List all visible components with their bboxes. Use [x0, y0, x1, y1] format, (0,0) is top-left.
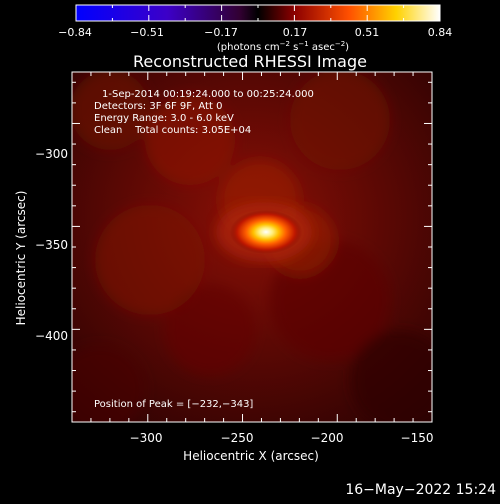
- x-tick-label: −150: [401, 431, 434, 445]
- timestamp: 16−May−2022 15:24: [345, 482, 496, 498]
- colorbar-tick-label: −0.51: [130, 26, 164, 39]
- y-tick-label: −300: [35, 147, 68, 161]
- axis-ticks: [71, 72, 433, 422]
- x-tick-label: −250: [221, 431, 254, 445]
- image-panel: [72, 72, 432, 422]
- x-axis-label: Heliocentric X (arcsec): [183, 449, 319, 463]
- info-line-detectors: Detectors: 3F 6F 9F, Att 0: [94, 101, 222, 112]
- y-tick-label: −350: [35, 238, 68, 252]
- y-tick-label: −400: [35, 329, 68, 343]
- image-texture: [72, 72, 432, 422]
- colorbar-tick-label: 0.17: [283, 26, 308, 39]
- chart-title: Reconstructed RHESSI Image: [133, 52, 367, 71]
- colorbar-unit-label: (photons cm−2 s−1 asec−2): [217, 40, 349, 53]
- info-line-counts: Clean Total counts: 3.05E+04: [94, 125, 251, 136]
- colorbar: −0.84 −0.51 −0.17 0.17 0.51 0.84 (photon…: [58, 4, 453, 53]
- x-tick-label: −300: [130, 431, 163, 445]
- x-tick-label: −200: [311, 431, 344, 445]
- peak-position-label: Position of Peak = [−232,−343]: [94, 399, 253, 410]
- colorbar-ticks: [75, 5, 441, 21]
- peak-source: [230, 210, 302, 254]
- colorbar-tick-label: 0.84: [428, 26, 453, 39]
- info-line-time: 1-Sep-2014 00:19:24.000 to 00:25:24.000: [102, 89, 314, 100]
- colorbar-tick-label: 0.51: [355, 26, 380, 39]
- colorbar-tick-label: −0.84: [58, 26, 92, 39]
- info-line-energy: Energy Range: 3.0 - 6.0 keV: [94, 113, 234, 124]
- colorbar-tick-label: −0.17: [204, 26, 238, 39]
- y-axis-label: Heliocentric Y (arcsec): [14, 191, 28, 326]
